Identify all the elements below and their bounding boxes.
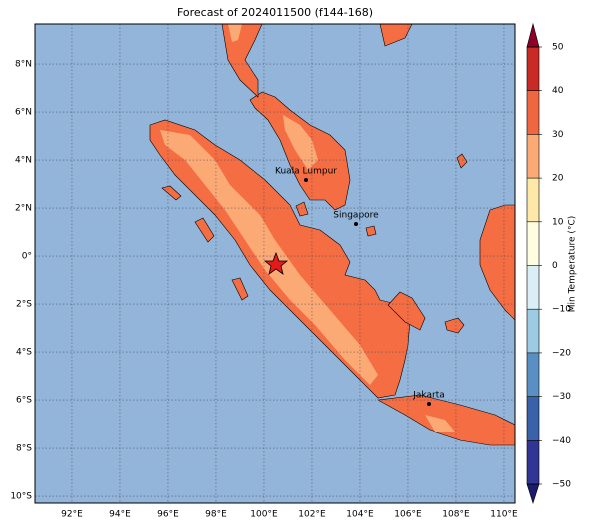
colorbar-tick-label: 40 [552,86,564,96]
city-label: Kuala Lumpur [275,167,337,177]
colorbar-extension [526,22,540,48]
map-title: Forecast of 2024011500 (f144-168) [177,6,373,19]
y-tick-label: 4°S [16,348,32,358]
colorbar-tick-label: −30 [552,392,571,402]
x-tick-label: 96°E [157,510,179,520]
colorbar-segment [527,221,539,266]
colorbar-tick-label: −10 [552,305,571,315]
y-tick-label: 6°N [15,108,32,118]
colorbar-segment [527,134,539,179]
colorbar-segment [527,309,539,353]
colorbar-segment [527,352,539,397]
colorbar-tick-label: −20 [552,348,571,358]
y-tick-label: 10°S [10,492,32,502]
colorbar-segment [527,47,539,91]
x-tick-label: 102°E [298,510,326,520]
x-tick-label: 106°E [394,510,422,520]
x-tick-label: 94°E [109,510,131,520]
colorbar-tick-label: −50 [552,480,571,490]
colorbar-tick-label: 50 [552,43,564,53]
x-tick-label: 104°E [346,510,374,520]
city-marker [354,222,358,226]
x-tick-label: 100°E [250,510,278,520]
star-marker [263,251,289,275]
colorbar-segment [527,90,539,135]
colorbar-tick-label: 30 [552,130,564,140]
cities: Kuala Lumpur Singapore Jakarta [275,167,445,406]
city-marker [304,178,308,182]
city-label: Singapore [333,211,379,221]
land [149,24,515,446]
colorbar-segment [527,440,539,484]
colorbar-extension [526,483,540,504]
x-tick-label: 98°E [205,510,227,520]
map-frame [34,23,516,504]
colorbar-label: Min Temperature (°C) [568,216,578,313]
x-tick-label: 92°E [61,510,83,520]
y-tick-label: 0° [22,252,32,262]
colorbar-tick-label: 10 [552,217,564,227]
colorbar-segment [527,396,539,441]
y-tick-label: 8°N [15,60,32,70]
colorbar-tick-label: 0 [552,261,558,271]
city-marker [427,402,431,406]
y-tick-label: 2°S [16,300,32,310]
colorbar-segment [527,178,539,222]
y-tick-label: 2°N [15,204,32,214]
x-tick-label: 108°E [442,510,470,520]
y-tick-label: 6°S [16,396,32,406]
colorbar-tick-label: −40 [552,436,571,446]
city-label: Jakarta [412,391,444,401]
grid [35,24,515,503]
colorbar-tick-label: 20 [552,174,564,184]
x-tick-label: 110°E [490,510,518,520]
colorbar-segment [527,265,539,310]
y-tick-label: 4°N [15,156,32,166]
y-tick-label: 8°S [16,444,32,454]
